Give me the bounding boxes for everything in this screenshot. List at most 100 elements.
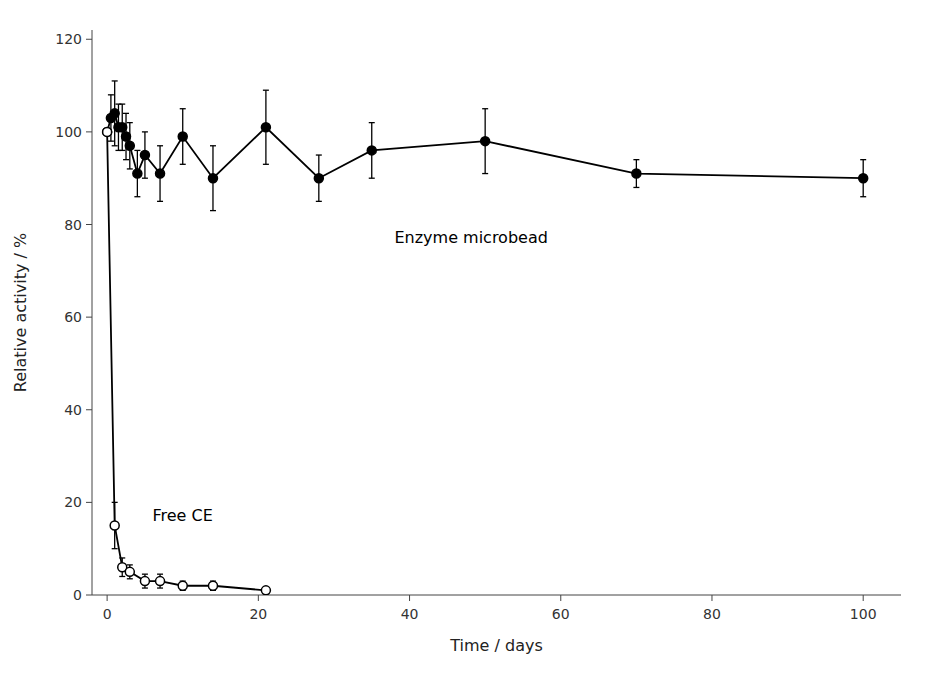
x-tick-label: 40	[401, 606, 419, 622]
x-tick	[863, 595, 864, 601]
y-tick	[86, 502, 92, 503]
annotations: Enzyme microbead Free CE	[152, 228, 547, 525]
x-tick-label: 80	[703, 606, 721, 622]
error-bar-cap	[482, 173, 488, 174]
x-tick	[107, 595, 108, 601]
error-bar-cap	[633, 159, 639, 160]
plot-data	[103, 81, 868, 595]
error-bar-cap	[316, 201, 322, 202]
y-tick-label: 60	[64, 309, 82, 325]
data-point	[110, 109, 119, 118]
data-point	[118, 123, 127, 132]
y-tick-label: 80	[64, 217, 82, 233]
x-tick-label: 60	[552, 606, 570, 622]
data-point	[125, 567, 134, 576]
data-point	[156, 169, 165, 178]
error-bar-cap	[369, 122, 375, 123]
series-group	[103, 81, 868, 211]
annotation: Enzyme microbead	[394, 228, 547, 247]
data-point	[208, 174, 217, 183]
error-bar-cap	[127, 168, 133, 169]
error-bar-cap	[123, 159, 129, 160]
error-bar-cap	[134, 150, 140, 151]
error-bar-cap	[119, 103, 125, 104]
error-bar-cap	[157, 574, 163, 575]
annotation: Free CE	[152, 506, 212, 525]
x-tick-label: 100	[850, 606, 877, 622]
data-point	[178, 581, 187, 590]
error-bar-cap	[157, 145, 163, 146]
y-tick-label: 120	[55, 31, 82, 47]
data-point	[178, 132, 187, 141]
y-tick-label: 20	[64, 494, 82, 510]
series-group	[103, 127, 271, 594]
data-point	[125, 141, 134, 150]
data-point	[140, 577, 149, 586]
error-bar-cap	[263, 90, 269, 91]
data-point	[261, 123, 270, 132]
data-point	[208, 581, 217, 590]
y-tick	[86, 317, 92, 318]
data-point	[314, 174, 323, 183]
error-bar-cap	[108, 140, 114, 141]
error-bar-cap	[127, 564, 133, 565]
error-bar-cap	[263, 164, 269, 165]
error-bar-cap	[633, 187, 639, 188]
error-bar-cap	[123, 113, 129, 114]
x-tick	[409, 595, 410, 601]
y-tick	[86, 131, 92, 132]
y-tick	[86, 409, 92, 410]
data-point	[859, 174, 868, 183]
data-point	[122, 132, 131, 141]
x-tick	[560, 595, 561, 601]
series-line	[107, 132, 266, 590]
error-bar-cap	[316, 154, 322, 155]
x-axis-label: Time / days	[449, 636, 542, 655]
data-point	[103, 127, 112, 136]
data-point	[156, 577, 165, 586]
error-bar-cap	[142, 131, 148, 132]
error-bar-cap	[180, 108, 186, 109]
error-bar-cap	[860, 159, 866, 160]
axes: 020406080100020406080100120	[55, 30, 901, 622]
x-axis-line	[92, 595, 901, 596]
error-bar-cap	[142, 587, 148, 588]
error-bar-cap	[119, 576, 125, 577]
data-point	[133, 169, 142, 178]
y-axis-label: Relative activity / %	[11, 233, 30, 392]
x-tick	[258, 595, 259, 601]
error-bar-cap	[157, 587, 163, 588]
error-bar-cap	[157, 201, 163, 202]
error-bar-cap	[127, 578, 133, 579]
error-bar-cap	[142, 178, 148, 179]
x-tick-label: 20	[249, 606, 267, 622]
error-bar-cap	[134, 196, 140, 197]
data-point	[140, 151, 149, 160]
error-bar-cap	[112, 502, 118, 503]
x-tick-label: 0	[103, 606, 112, 622]
data-point	[367, 146, 376, 155]
error-bar-cap	[112, 80, 118, 81]
y-tick	[86, 595, 92, 596]
data-point	[110, 521, 119, 530]
error-bar-cap	[860, 196, 866, 197]
error-bar-cap	[108, 94, 114, 95]
error-bar-cap	[112, 145, 118, 146]
data-point	[103, 127, 112, 136]
error-bar-cap	[180, 164, 186, 165]
chart-svg: 020406080100020406080100120Time / daysRe…	[0, 0, 931, 673]
error-bar-cap	[482, 108, 488, 109]
data-point	[481, 137, 490, 146]
y-tick-label: 100	[55, 124, 82, 140]
y-tick	[86, 39, 92, 40]
error-bar-cap	[210, 145, 216, 146]
chart-container: 020406080100020406080100120Time / daysRe…	[0, 0, 931, 673]
error-bar-cap	[369, 178, 375, 179]
error-bar-cap	[112, 548, 118, 549]
y-tick	[86, 224, 92, 225]
error-bar-cap	[127, 122, 133, 123]
data-point	[261, 586, 270, 595]
y-tick-label: 40	[64, 402, 82, 418]
y-axis-line	[92, 30, 93, 595]
x-tick	[711, 595, 712, 601]
